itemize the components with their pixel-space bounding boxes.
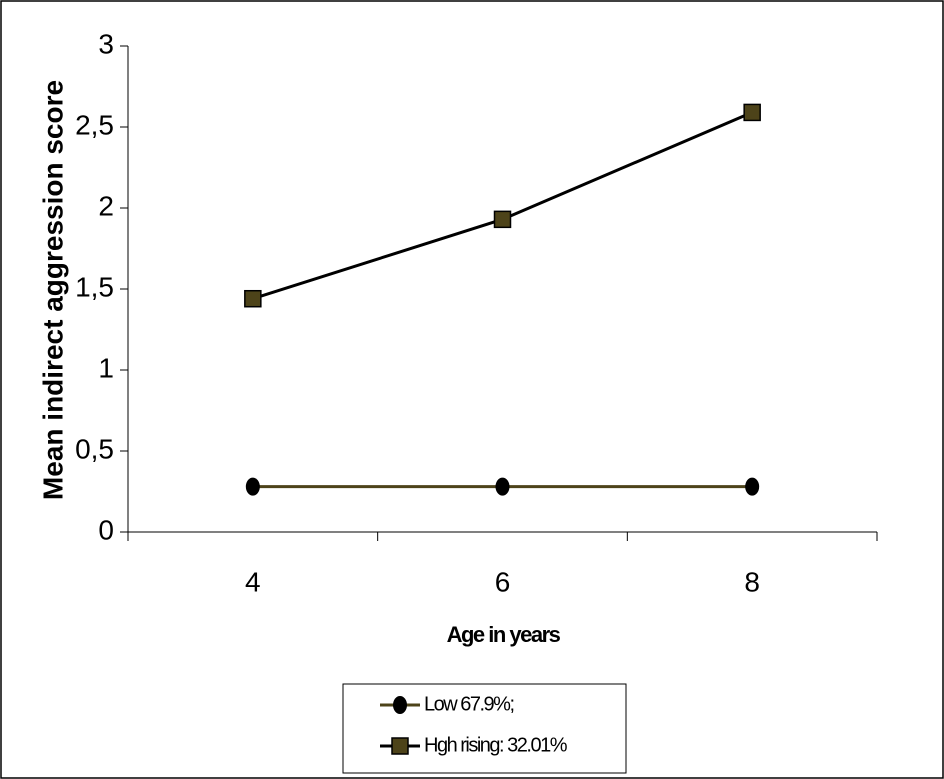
y-tick-label: 0,5 (75, 433, 114, 464)
legend-box (342, 683, 627, 774)
y-tick-label: 0 (98, 514, 114, 545)
marker (391, 737, 409, 755)
y-axis-title: Mean indirect aggression score (37, 80, 68, 500)
legend-text: Low 67.9%; (424, 693, 514, 715)
marker (393, 696, 407, 714)
x-tick-label: 6 (495, 566, 511, 597)
marker (495, 477, 510, 496)
x-tick-label: 4 (245, 566, 261, 597)
y-tick-label: 1 (98, 352, 114, 383)
marker (245, 477, 260, 496)
y-tick-label: 2 (98, 190, 114, 221)
x-axis-title: Age in years (447, 622, 561, 647)
marker (244, 289, 262, 308)
y-tick-label: 2,5 (75, 109, 114, 140)
x-tick-label: 8 (744, 566, 760, 597)
marker (493, 210, 512, 229)
y-tick-label: 1,5 (75, 271, 114, 302)
marker (743, 103, 761, 122)
y-tick-label: 3 (98, 28, 114, 59)
marker (745, 477, 760, 496)
legend-text: Hgh rising: 32.01% (424, 734, 568, 756)
